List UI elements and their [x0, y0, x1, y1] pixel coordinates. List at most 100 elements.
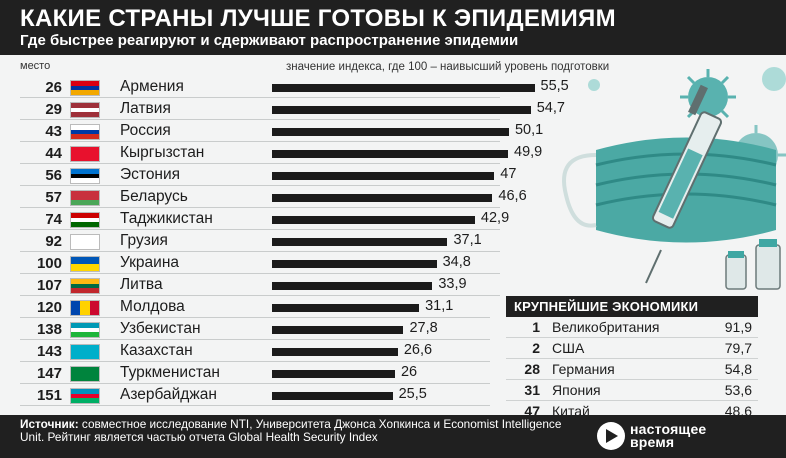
row-divider	[20, 295, 500, 296]
value-label: 27,8	[409, 320, 438, 336]
bar	[272, 326, 404, 334]
country-label: Молдова	[120, 298, 185, 315]
flag-icon	[70, 344, 100, 360]
country-label: Литва	[120, 276, 163, 293]
index-column-label: значение индекса, где 100 – наивысший ур…	[286, 61, 610, 73]
economy-rank: 2	[532, 340, 540, 356]
flag-icon	[70, 366, 100, 382]
country-label: Грузия	[120, 232, 168, 249]
bar	[272, 370, 395, 378]
bar	[272, 128, 509, 136]
value-label: 37,1	[453, 232, 482, 248]
flag-icon	[70, 322, 100, 338]
logo-text: настоящее время	[630, 421, 707, 450]
bar	[272, 304, 420, 312]
economy-country: Германия	[552, 361, 615, 377]
row-divider	[20, 383, 490, 384]
flag-icon	[70, 388, 100, 404]
bar	[272, 216, 475, 224]
rank-label: 143	[36, 343, 62, 360]
value-label: 31,1	[425, 298, 454, 314]
value-label: 42,9	[480, 210, 510, 226]
preparedness-bar-chart: 26 Армения 55,5 29 Латвия 54,7 43 Россия 50,1 44 К…	[0, 72, 786, 412]
country-label: Россия	[120, 122, 171, 139]
flag-icon	[70, 256, 100, 272]
value-label: 47	[500, 166, 517, 182]
value-label: 46,6	[498, 188, 527, 204]
rank-label: 29	[45, 101, 62, 118]
rank-column-label: место	[20, 60, 51, 72]
row-divider	[20, 141, 500, 142]
value-label: 55,5	[540, 78, 569, 94]
bar	[272, 238, 448, 246]
economies-title: КРУПНЕЙШИЕ ЭКОНОМИКИ	[506, 296, 758, 317]
syringe-icon	[645, 84, 723, 284]
top-economies-table: КРУПНЕЙШИЕ ЭКОНОМИКИ 1 Великобритания 91…	[506, 296, 758, 422]
flag-icon	[70, 168, 100, 184]
header-band: КАКИЕ СТРАНЫ ЛУЧШЕ ГОТОВЫ К ЭПИДЕМИЯМ Гд…	[0, 0, 786, 55]
bar	[272, 106, 531, 114]
rank-label: 107	[36, 277, 62, 294]
country-label: Туркменистан	[120, 364, 220, 381]
economy-value: 54,8	[724, 361, 752, 377]
bar	[272, 392, 393, 400]
country-label: Узбекистан	[120, 320, 201, 337]
economy-row: 28 Германия 54,8	[506, 359, 758, 380]
bar	[272, 194, 493, 202]
logo-line-1: настоящее	[630, 421, 707, 437]
bar	[272, 282, 433, 290]
page-subtitle: Где быстрее реагируют и сдерживают распр…	[20, 32, 519, 49]
economy-country: США	[552, 340, 585, 356]
row-divider	[20, 339, 490, 340]
country-label: Кыргызстан	[120, 144, 205, 161]
brand-logo[interactable]: настоящее время	[596, 421, 776, 453]
value-label: 54,7	[536, 100, 565, 116]
row-divider	[20, 229, 500, 230]
country-label: Таджикистан	[120, 210, 213, 227]
economy-rank: 28	[524, 361, 540, 377]
bar	[272, 260, 437, 268]
row-divider	[20, 317, 490, 318]
value-label: 34,8	[442, 254, 471, 270]
value-label: 50,1	[514, 122, 544, 138]
rank-label: 100	[36, 255, 62, 272]
economy-rank: 31	[524, 382, 540, 398]
row-divider	[20, 185, 500, 186]
economy-row: 1 Великобритания 91,9	[506, 317, 758, 338]
flag-icon	[70, 102, 100, 118]
bar	[272, 172, 495, 180]
flag-icon	[70, 124, 100, 140]
value-label: 25,5	[398, 386, 427, 402]
row-divider	[20, 163, 500, 164]
value-label: 26,6	[403, 342, 433, 358]
rank-label: 138	[36, 321, 62, 338]
footer-band: Источник: совместное исследование NTI, У…	[0, 415, 786, 458]
flag-icon	[70, 212, 100, 228]
bar	[272, 150, 509, 158]
row-divider	[20, 251, 500, 252]
country-label: Латвия	[120, 100, 171, 117]
logo-line-2: время	[630, 434, 675, 450]
value-label: 33,9	[438, 276, 467, 292]
row-divider	[20, 405, 490, 406]
vial-icon	[725, 239, 781, 290]
rank-label: 120	[36, 299, 62, 316]
rank-label: 57	[45, 189, 62, 206]
medical-illustration	[456, 55, 786, 300]
economy-country: Япония	[552, 382, 601, 398]
bar	[272, 84, 535, 92]
flag-icon	[70, 278, 100, 294]
economy-value: 53,6	[724, 382, 752, 398]
page-title: КАКИЕ СТРАНЫ ЛУЧШЕ ГОТОВЫ К ЭПИДЕМИЯМ	[20, 5, 616, 32]
rank-label: 92	[45, 233, 62, 250]
rank-label: 147	[36, 365, 62, 382]
row-divider	[20, 97, 500, 98]
economy-value: 79,7	[724, 340, 752, 356]
country-label: Эстония	[120, 166, 181, 183]
country-label: Казахстан	[120, 342, 193, 359]
rank-label: 26	[45, 79, 62, 96]
economy-row: 31 Япония 53,6	[506, 380, 758, 401]
economy-row: 2 США 79,7	[506, 338, 758, 359]
flag-icon	[70, 300, 100, 316]
flag-icon	[70, 146, 100, 162]
